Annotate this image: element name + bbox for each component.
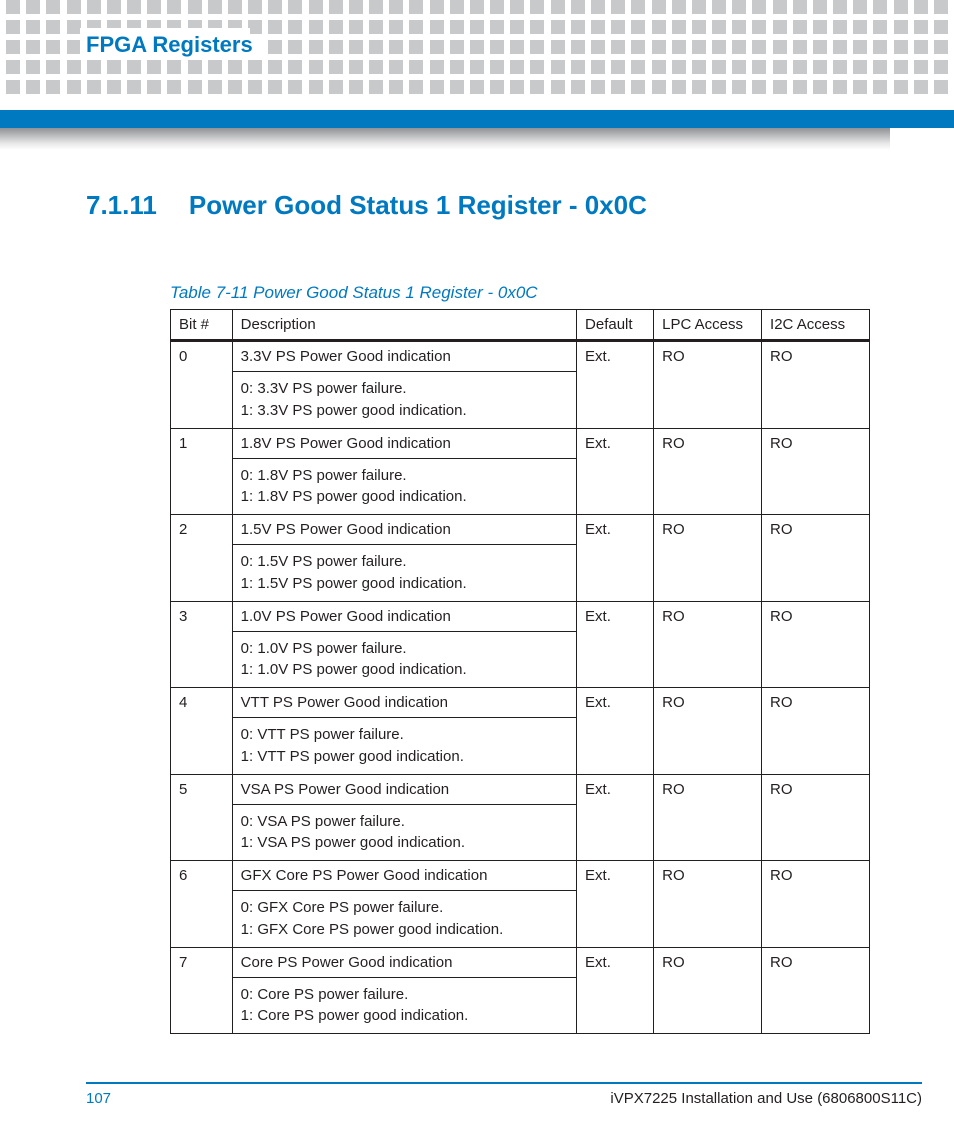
cell-desc-sub: 0: VSA PS power failure.1: VSA PS power … (232, 804, 576, 861)
cell-i2c: RO (762, 947, 870, 1034)
section-title: Power Good Status 1 Register - 0x0C (189, 190, 647, 221)
cell-desc-main: Core PS Power Good indication (232, 947, 576, 977)
cell-default: Ext. (577, 341, 654, 429)
cell-lpc: RO (654, 515, 762, 602)
cell-i2c: RO (762, 861, 870, 948)
dot-row (0, 0, 954, 14)
cell-desc-main: 1.8V PS Power Good indication (232, 428, 576, 458)
chapter-title: FPGA Registers (86, 34, 263, 56)
col-bit: Bit # (171, 310, 233, 341)
cell-bit: 4 (171, 688, 233, 775)
cell-i2c: RO (762, 774, 870, 861)
cell-default: Ext. (577, 947, 654, 1034)
cell-lpc: RO (654, 688, 762, 775)
cell-default: Ext. (577, 515, 654, 602)
cell-default: Ext. (577, 774, 654, 861)
cell-desc-sub: 0: 1.8V PS power failure.1: 1.8V PS powe… (232, 458, 576, 515)
col-i2c: I2C Access (762, 310, 870, 341)
table-caption: Table 7-11 Power Good Status 1 Register … (170, 283, 954, 303)
cell-bit: 3 (171, 601, 233, 688)
section-heading: 7.1.11 Power Good Status 1 Register - 0x… (86, 190, 954, 221)
cell-bit: 0 (171, 341, 233, 429)
header-band: FPGA Registers (0, 0, 954, 98)
cell-desc-sub: 0: GFX Core PS power failure.1: GFX Core… (232, 891, 576, 948)
cell-i2c: RO (762, 515, 870, 602)
cell-lpc: RO (654, 774, 762, 861)
cell-desc-main: GFX Core PS Power Good indication (232, 861, 576, 891)
table-row: 4VTT PS Power Good indicationExt.RORO (171, 688, 870, 718)
cell-bit: 7 (171, 947, 233, 1034)
cell-lpc: RO (654, 861, 762, 948)
cell-default: Ext. (577, 601, 654, 688)
dot-row (0, 80, 954, 94)
cell-default: Ext. (577, 861, 654, 948)
cell-desc-sub: 0: VTT PS power failure.1: VTT PS power … (232, 718, 576, 775)
cell-bit: 2 (171, 515, 233, 602)
cell-i2c: RO (762, 341, 870, 429)
cell-lpc: RO (654, 428, 762, 515)
section-number: 7.1.11 (86, 190, 157, 221)
cell-desc-sub: 0: Core PS power failure.1: Core PS powe… (232, 977, 576, 1034)
cell-desc-main: VTT PS Power Good indication (232, 688, 576, 718)
header-bluebar (0, 110, 954, 128)
cell-bit: 5 (171, 774, 233, 861)
dot-row (0, 60, 954, 74)
cell-desc-sub: 0: 1.5V PS power failure.1: 1.5V PS powe… (232, 545, 576, 602)
page-footer: 107 iVPX7225 Installation and Use (68068… (86, 1082, 922, 1107)
cell-desc-main: 1.0V PS Power Good indication (232, 601, 576, 631)
doc-id: iVPX7225 Installation and Use (6806800S1… (610, 1090, 922, 1107)
cell-desc-main: VSA PS Power Good indication (232, 774, 576, 804)
col-desc: Description (232, 310, 576, 341)
cell-i2c: RO (762, 688, 870, 775)
cell-i2c: RO (762, 601, 870, 688)
register-table: Bit # Description Default LPC Access I2C… (170, 309, 870, 1034)
cell-default: Ext. (577, 428, 654, 515)
cell-lpc: RO (654, 947, 762, 1034)
cell-lpc: RO (654, 341, 762, 429)
table-header-row: Bit # Description Default LPC Access I2C… (171, 310, 870, 341)
cell-default: Ext. (577, 688, 654, 775)
table-row: 21.5V PS Power Good indicationExt.RORO (171, 515, 870, 545)
table-row: 31.0V PS Power Good indicationExt.RORO (171, 601, 870, 631)
col-lpc: LPC Access (654, 310, 762, 341)
footer-rule (86, 1082, 922, 1084)
table-row: 5VSA PS Power Good indicationExt.RORO (171, 774, 870, 804)
cell-bit: 6 (171, 861, 233, 948)
cell-desc-main: 3.3V PS Power Good indication (232, 341, 576, 372)
header-shadow (0, 128, 890, 150)
cell-lpc: RO (654, 601, 762, 688)
cell-desc-sub: 0: 3.3V PS power failure.1: 3.3V PS powe… (232, 372, 576, 429)
cell-desc-main: 1.5V PS Power Good indication (232, 515, 576, 545)
register-table-body: 03.3V PS Power Good indicationExt.RORO0:… (171, 341, 870, 1034)
table-row: 03.3V PS Power Good indicationExt.RORO (171, 341, 870, 372)
page-number: 107 (86, 1090, 111, 1107)
table-row: 6GFX Core PS Power Good indicationExt.RO… (171, 861, 870, 891)
table-row: 7Core PS Power Good indicationExt.RORO (171, 947, 870, 977)
cell-i2c: RO (762, 428, 870, 515)
cell-desc-sub: 0: 1.0V PS power failure.1: 1.0V PS powe… (232, 631, 576, 688)
cell-bit: 1 (171, 428, 233, 515)
table-row: 11.8V PS Power Good indicationExt.RORO (171, 428, 870, 458)
col-default: Default (577, 310, 654, 341)
